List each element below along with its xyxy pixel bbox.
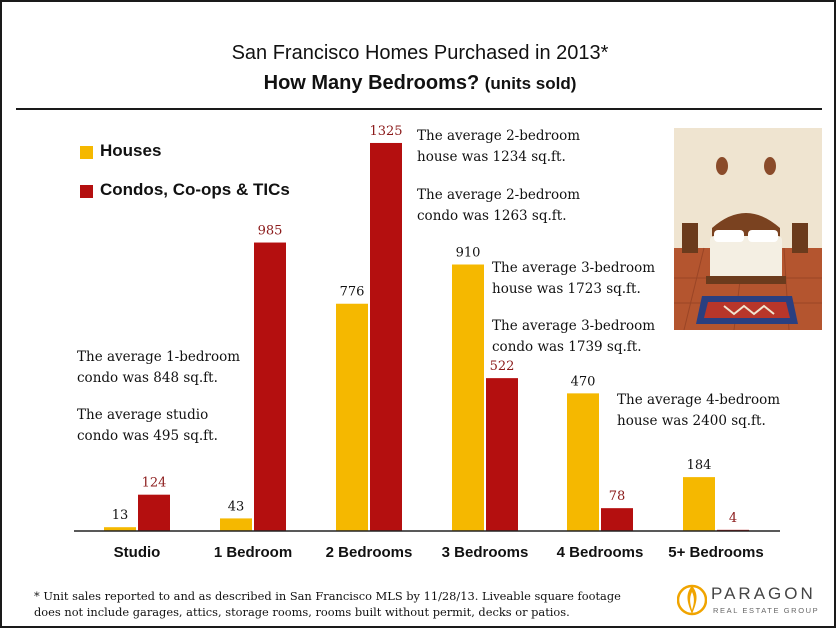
note-1bd-condo: The average 1-bedroom condo was 848 sq.f… — [77, 347, 240, 389]
data-label-houses: 43 — [228, 499, 245, 514]
data-label-condos: 78 — [609, 489, 626, 504]
data-label-condos: 1325 — [369, 124, 402, 139]
note-4bd-house: The average 4-bedroom house was 2400 sq.… — [617, 390, 780, 432]
bar-houses — [104, 527, 136, 531]
x-tick-label: 5+ Bedrooms — [668, 544, 763, 561]
bar-houses — [220, 518, 252, 531]
note-3bd-house: The average 3-bedroom house was 1723 sq.… — [492, 258, 655, 300]
bar-condos — [486, 378, 518, 531]
paragon-logo: PARAGON REAL ESTATE GROUP — [677, 580, 827, 622]
note-line: house was 2400 sq.ft. — [617, 413, 766, 429]
logo-tagline: REAL ESTATE GROUP — [713, 606, 820, 615]
bar-condos — [138, 494, 170, 531]
note-line: condo was 495 sq.ft. — [77, 428, 218, 444]
x-tick-label: Studio — [114, 544, 161, 561]
legend-swatch-houses — [80, 146, 93, 159]
paragon-flame-icon — [677, 584, 707, 616]
logo-name: PARAGON — [711, 584, 816, 603]
note-line: house was 1234 sq.ft. — [417, 149, 566, 165]
note-3bd-condo: The average 3-bedroom condo was 1739 sq.… — [492, 316, 655, 358]
note-line: The average 3-bedroom — [492, 318, 656, 334]
note-line: house was 1723 sq.ft. — [492, 281, 641, 297]
bar-houses — [336, 303, 368, 531]
bar-condos — [254, 242, 286, 532]
chart-subtitle: How Many Bedrooms? (units sold) — [2, 72, 834, 95]
bar-houses — [683, 477, 715, 531]
x-tick-label: 4 Bedrooms — [557, 544, 644, 561]
note-line: condo was 1739 sq.ft. — [492, 339, 642, 355]
data-label-houses: 910 — [456, 246, 481, 261]
note-2bd-condo: The average 2-bedroom condo was 1263 sq.… — [417, 185, 580, 227]
legend-swatch-condos — [80, 185, 93, 198]
x-tick-label: 1 Bedroom — [214, 544, 292, 561]
x-tick-label: 3 Bedrooms — [442, 544, 529, 561]
note-line: The average 2-bedroom — [417, 128, 581, 144]
legend-label-houses: Houses — [100, 141, 162, 160]
bar-condos — [601, 508, 633, 531]
footnote-line: does not include garages, attics, storag… — [34, 605, 570, 619]
bar-houses — [452, 264, 484, 531]
note-line: condo was 848 sq.ft. — [77, 370, 218, 386]
x-tick-label: 2 Bedrooms — [326, 544, 413, 561]
data-label-condos: 124 — [142, 476, 167, 491]
data-label-condos: 985 — [258, 224, 283, 239]
bedroom-photo — [674, 128, 822, 330]
data-label-houses: 470 — [571, 374, 596, 389]
note-line: The average studio — [77, 407, 209, 423]
data-label-houses: 13 — [112, 508, 129, 523]
note-line: The average 4-bedroom — [617, 392, 781, 408]
chart-title: San Francisco Homes Purchased in 2013* — [231, 42, 609, 64]
note-line: The average 3-bedroom — [492, 260, 656, 276]
note-2bd-house: The average 2-bedroom house was 1234 sq.… — [417, 126, 580, 168]
chart-subtitle-note: (units sold) — [484, 74, 577, 93]
note-studio-condo: The average studio condo was 495 sq.ft. — [77, 405, 218, 447]
footnote: * Unit sales reported to and as describe… — [34, 588, 621, 620]
title-divider — [16, 108, 822, 110]
bar-houses — [567, 393, 599, 531]
note-line: condo was 1263 sq.ft. — [417, 208, 567, 224]
bar-condos — [370, 142, 402, 531]
data-label-condos: 4 — [729, 511, 737, 526]
data-label-houses: 776 — [340, 285, 365, 300]
note-line: The average 2-bedroom — [417, 187, 581, 203]
note-line: The average 1-bedroom — [77, 349, 241, 365]
legend-label-condos: Condos, Co-ops & TICs — [100, 180, 290, 199]
chart-subtitle-main: How Many Bedrooms? — [263, 72, 480, 94]
data-label-condos: 522 — [490, 359, 515, 374]
data-label-houses: 184 — [687, 458, 712, 473]
footnote-line: * Unit sales reported to and as describe… — [34, 589, 621, 603]
